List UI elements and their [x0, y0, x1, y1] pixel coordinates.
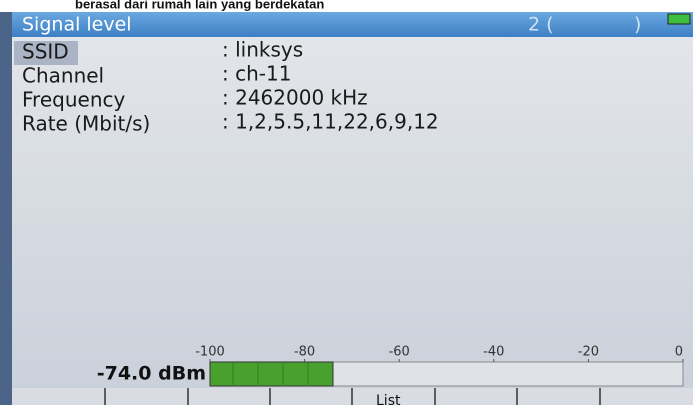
title: Signal level	[22, 14, 132, 36]
row-label: Rate (Mbit/s)	[22, 112, 150, 136]
page: berasal dari rumah lain yang berdekatan …	[0, 0, 693, 405]
meter-tick-label: -100	[195, 345, 225, 360]
meter-value: -74.0 dBm	[97, 363, 206, 385]
screen: berasal dari rumah lain yang berdekatan …	[0, 0, 693, 405]
meter-tick-label: -40	[483, 345, 504, 360]
battery-icon	[668, 14, 690, 24]
row-label: SSID	[22, 40, 69, 64]
caption: berasal dari rumah lain yang berdekatan	[75, 0, 324, 11]
meter-tick-label: -60	[389, 345, 410, 360]
status: 2 (	[528, 14, 554, 36]
meter-tick-label: -80	[294, 345, 315, 360]
meter-tick-label: -20	[578, 345, 599, 360]
row-label: Frequency	[22, 88, 125, 112]
row-label: Channel	[22, 64, 104, 88]
bezel	[0, 12, 12, 405]
meter-bar	[210, 362, 333, 386]
status: )	[634, 14, 641, 36]
row-value: : 1,2,5.5,11,22,6,9,12	[222, 110, 439, 134]
row-value: : 2462000 kHz	[222, 86, 368, 110]
softkey[interactable]: List	[376, 393, 401, 405]
row-value: : linksys	[222, 38, 303, 62]
meter-tick-label: 0	[675, 345, 683, 360]
row-value: : ch-11	[222, 62, 291, 86]
